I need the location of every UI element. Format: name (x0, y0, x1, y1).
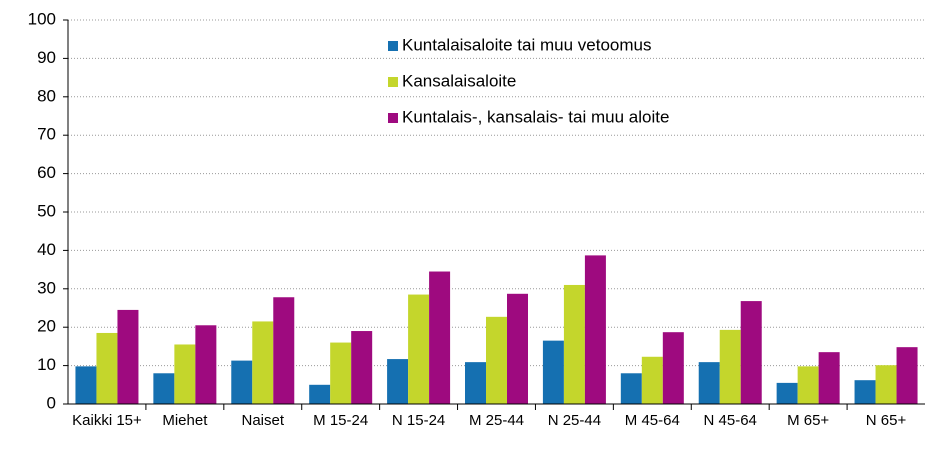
bar (408, 294, 430, 404)
bar (818, 352, 840, 404)
bar (351, 331, 373, 404)
bar (153, 373, 175, 404)
legend-label: Kansalaisaloite (402, 71, 516, 90)
x-tick-label: M 25-44 (468, 412, 525, 429)
bar (330, 342, 352, 404)
bar (563, 284, 585, 404)
legend-label: Kuntalais-, kansalais- tai muu aloite (402, 107, 669, 126)
y-tick-label: 100 (28, 9, 56, 28)
bar (620, 373, 642, 404)
bar (698, 362, 720, 404)
x-tick-label: M 45-64 (624, 412, 680, 429)
y-tick-label: 80 (37, 86, 56, 105)
bar (465, 362, 486, 404)
x-tick-label: M 15-24 (313, 412, 369, 429)
bar (273, 297, 295, 404)
y-tick-label: 30 (37, 278, 56, 297)
bar (875, 365, 897, 404)
y-tick-label: 50 (37, 201, 56, 220)
x-tick-label: N 15-24 (391, 412, 446, 429)
x-tick-label: N 45-64 (703, 412, 757, 429)
bar (387, 359, 409, 404)
bar (231, 360, 253, 404)
y-tick-label: 90 (37, 48, 56, 67)
bar (542, 340, 564, 404)
y-tick-label: 70 (37, 125, 56, 144)
bar (896, 347, 918, 404)
x-tick-label: Naiset (241, 412, 285, 429)
x-tick-label: N 25-44 (547, 412, 602, 429)
bar (195, 325, 217, 404)
x-tick-label: Miehet (162, 412, 208, 429)
bar (797, 366, 819, 404)
x-tick-label: M 65+ (787, 412, 830, 429)
bar (776, 382, 798, 404)
y-tick-label: 0 (47, 393, 56, 412)
legend-swatch (388, 77, 398, 87)
bar (252, 321, 274, 404)
x-tick-label: Kaikki 15+ (72, 412, 142, 429)
bar (486, 316, 507, 404)
bar (309, 384, 331, 404)
bar (507, 293, 528, 404)
bar (719, 329, 741, 404)
bar (662, 332, 684, 404)
bar (75, 366, 97, 404)
legend-label: Kuntalaisaloite tai muu vetoomus (402, 35, 651, 54)
y-tick-label: 40 (37, 240, 56, 259)
bar (117, 309, 139, 404)
bar (429, 271, 451, 404)
bar (96, 332, 118, 404)
bar (174, 344, 196, 404)
y-tick-label: 20 (37, 317, 56, 336)
x-tick-label: N 65+ (865, 412, 907, 429)
bar (641, 356, 663, 404)
bar (740, 301, 762, 404)
legend-swatch (388, 113, 398, 123)
legend-swatch (388, 41, 398, 51)
bar (584, 255, 606, 404)
y-tick-label: 60 (37, 163, 56, 182)
bar (854, 380, 876, 404)
y-tick-label: 10 (37, 355, 56, 374)
